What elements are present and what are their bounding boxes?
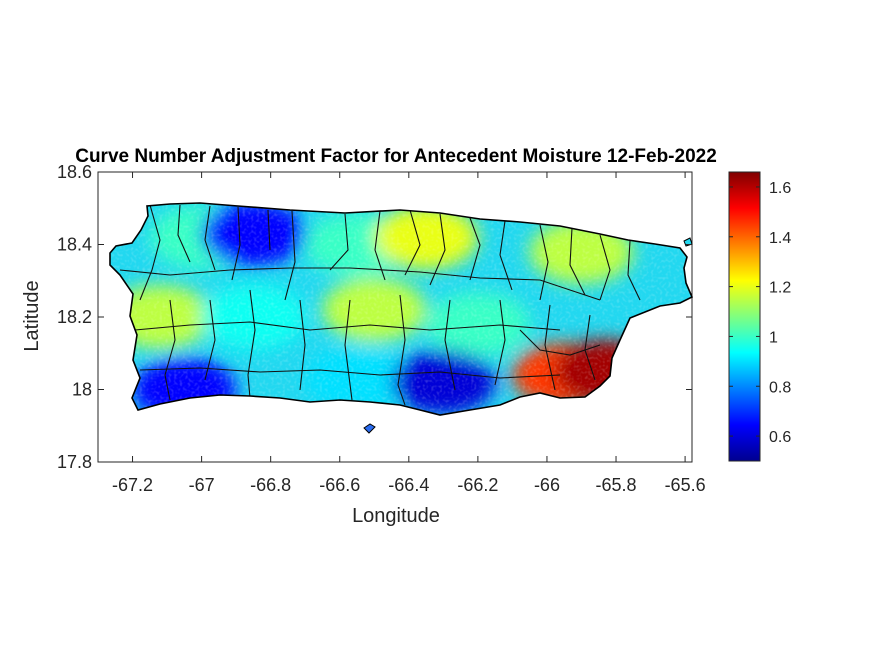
municipality-boundary: [139, 204, 161, 301]
x-tick-label: -65.8: [596, 475, 637, 495]
y-tick-label: 18.6: [57, 162, 92, 182]
municipality-boundary: [519, 329, 601, 356]
colorbar-ticks: 1.6 1.4 1.2 1 0.8 0.6: [729, 180, 791, 446]
municipality-boundary: [119, 267, 601, 301]
map-title: Curve Number Adjustment Factor for Antec…: [75, 146, 717, 167]
municipality-boundary: [139, 367, 561, 379]
x-tick-label: -66: [534, 475, 560, 495]
municipality-boundary: [204, 205, 216, 271]
y-tick-label: 18.2: [57, 307, 92, 327]
island-heatmap: [109, 202, 693, 434]
colorbar-tick-label: 1.6: [769, 180, 791, 197]
municipality-boundary: [599, 234, 611, 301]
municipality-boundary: [569, 227, 586, 296]
x-tick-label: -67: [189, 475, 215, 495]
municipality-boundary: [231, 206, 241, 281]
municipality-boundary: [247, 289, 256, 399]
municipality-boundary: [329, 213, 349, 271]
municipality-boundary: [494, 299, 506, 386]
x-tick-label: -66.6: [319, 475, 360, 495]
municipality-boundary: [404, 209, 421, 276]
municipality-boundary: [444, 299, 456, 391]
y-axis-label: Latitude: [21, 280, 43, 351]
colorbar-gradient: [728, 171, 761, 462]
x-tick-label: -66.2: [457, 475, 498, 495]
municipality-boundary: [267, 209, 271, 251]
y-tick-label: 18.4: [57, 235, 92, 255]
municipality-boundary: [344, 299, 353, 401]
municipality-boundary: [204, 299, 216, 381]
municipality-boundary: [177, 204, 191, 263]
municipality-boundary: [544, 304, 556, 391]
colorbar-tick-label: 1: [769, 329, 778, 346]
municipality-boundary: [627, 240, 641, 301]
y-tick-label: 18: [72, 380, 92, 400]
colorbar-tick-label: 0.8: [769, 379, 791, 396]
colorbar-tick-label: 1.2: [769, 280, 791, 297]
y-axis: 18.6 18.4 18.2 18 17.8: [57, 162, 692, 472]
x-tick-label: -66.4: [388, 475, 429, 495]
colorbar-tick-label: 1.4: [769, 230, 791, 247]
caja-de-muertos-islet: [363, 423, 376, 434]
municipality-boundary: [134, 321, 561, 331]
x-axis-label: Longitude: [352, 505, 440, 527]
municipality-boundaries: [119, 204, 641, 406]
x-tick-label: -65.6: [665, 475, 706, 495]
municipality-boundary: [539, 224, 549, 301]
x-tick-label: -66.8: [250, 475, 291, 495]
x-axis: -67.2 -67 -66.8 -66.6 -66.4 -66.2 -66 -65.8 -65.…: [112, 172, 706, 495]
x-tick-label: -67.2: [112, 475, 153, 495]
municipality-boundary: [397, 294, 406, 406]
y-tick-label: 17.8: [57, 452, 92, 472]
municipality-boundary: [499, 220, 513, 291]
municipality-boundary: [299, 299, 306, 391]
colorbar-tick-label: 0.6: [769, 429, 791, 446]
municipality-boundary: [284, 210, 296, 301]
municipality-boundary: [164, 299, 176, 401]
colorbar: 1.6 1.4 1.2 1 0.8 0.6: [728, 171, 791, 462]
municipality-boundary: [469, 217, 481, 281]
